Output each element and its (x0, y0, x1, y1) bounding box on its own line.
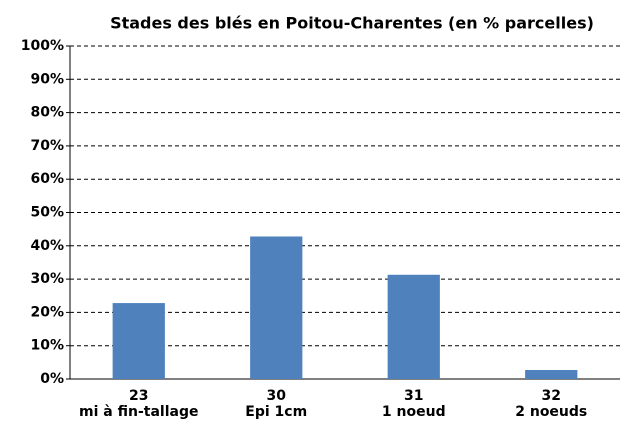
y-tick-label: 40% (30, 238, 64, 254)
y-tick-label: 50% (30, 205, 64, 221)
x-tick-label: 31 (404, 388, 423, 404)
y-tick-label: 70% (30, 138, 64, 154)
y-tick-label: 90% (30, 71, 64, 87)
y-tick-label: 100% (21, 38, 64, 54)
bar (112, 303, 165, 379)
chart-title: Stades des blés en Poitou-Charentes (en … (110, 14, 594, 33)
x-tick-label: 1 noeud (382, 404, 446, 420)
x-tick-label: Epi 1cm (245, 404, 307, 420)
y-tick-label: 30% (30, 271, 64, 287)
y-tick-label: 60% (30, 171, 64, 187)
x-tick-label: mi à fin-tallage (79, 404, 198, 420)
y-tick-label: 80% (30, 105, 64, 121)
bar (387, 274, 440, 379)
bar (250, 236, 303, 379)
y-tick-label: 0% (40, 371, 64, 387)
y-tick-label: 10% (30, 338, 64, 354)
x-tick-label: 23 (129, 388, 148, 404)
bar (525, 370, 578, 379)
x-tick-label: 30 (267, 388, 287, 404)
x-tick-label: 32 (542, 388, 561, 404)
y-tick-label: 20% (30, 304, 64, 320)
x-tick-label: 2 noeuds (515, 404, 587, 420)
